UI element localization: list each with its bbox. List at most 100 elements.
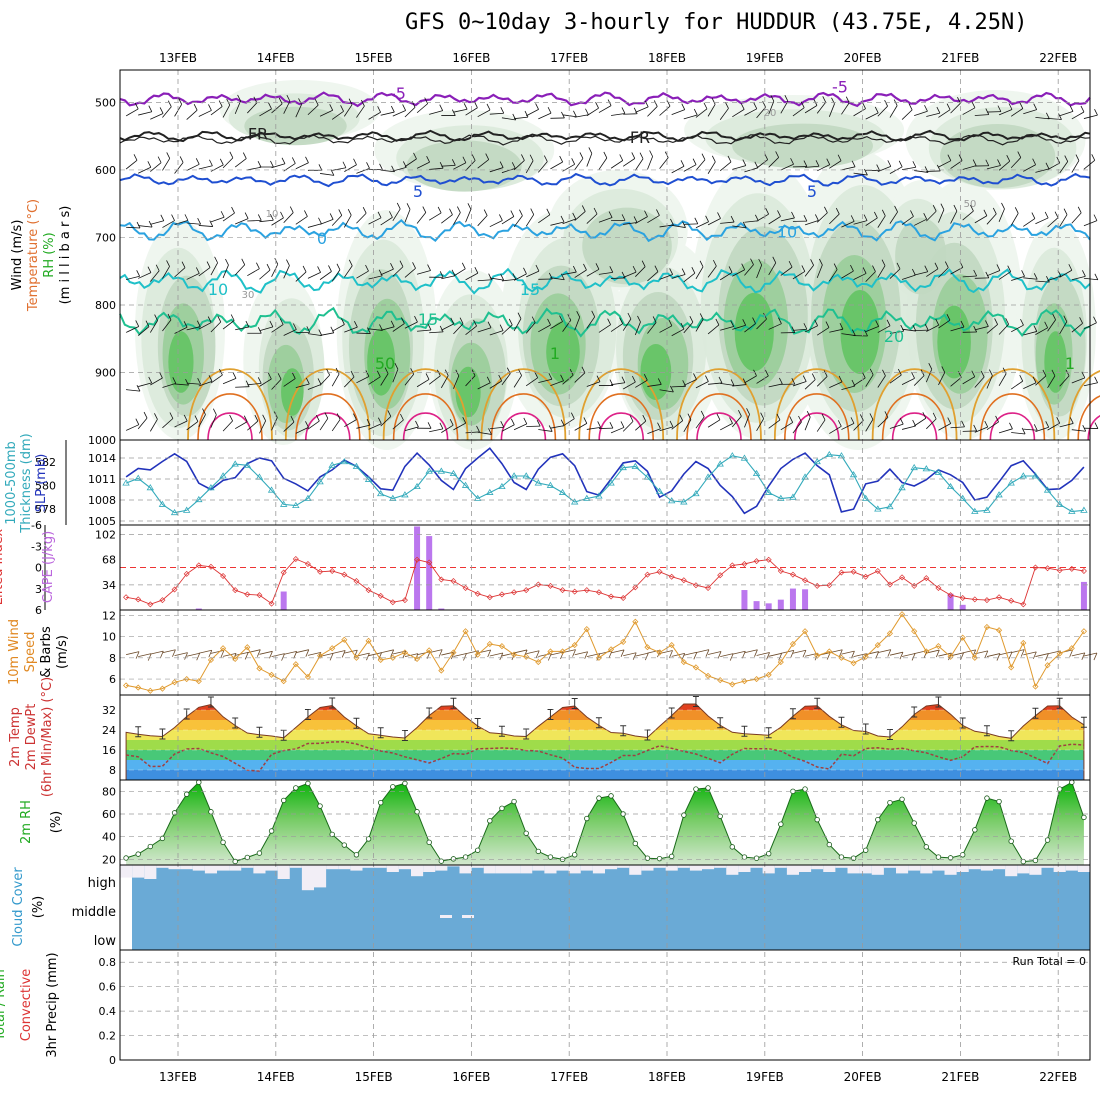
surface-wind-barb-flag — [620, 649, 625, 657]
wind-barb — [1035, 426, 1049, 433]
wind-barb — [271, 417, 278, 431]
wind-barb — [380, 111, 395, 116]
wind-barb — [695, 416, 705, 429]
wind-barb-flag — [666, 100, 671, 107]
precip-tick-label: 0.4 — [99, 1005, 117, 1018]
date-label-bottom: 20FEB — [844, 1070, 882, 1084]
high-cloud-gap — [968, 865, 981, 870]
cape-bar — [802, 589, 809, 610]
lifted-index-point — [608, 593, 615, 600]
wind-barb — [792, 381, 807, 387]
wind-barb-flag — [627, 312, 632, 320]
wind-barb — [671, 225, 686, 228]
cape-bar — [414, 526, 421, 610]
wind-barb-flag — [571, 158, 576, 165]
wind-barb — [683, 223, 698, 225]
cape-tick-label: 102 — [95, 529, 116, 542]
wind-barb-flag — [399, 260, 404, 267]
wind-barb-flag — [500, 273, 504, 281]
wind-barb — [1010, 213, 1019, 226]
thickness-point — [182, 506, 191, 513]
lifted-index-point — [511, 589, 518, 596]
wind-barb — [307, 384, 322, 390]
surface-wind-barb-flag — [487, 649, 492, 658]
surface-wind-barb — [356, 652, 370, 657]
rh-point — [1069, 779, 1075, 785]
wind-barb — [513, 318, 522, 332]
wind-barb — [210, 414, 217, 428]
wind-barb-flag — [899, 417, 904, 425]
wind-barb-flag — [291, 372, 296, 379]
surface-wind-barb-flag — [584, 651, 589, 659]
wind-barb-flag — [1032, 376, 1037, 383]
pressure-tick-label: 900 — [95, 366, 116, 379]
wind-barb-flag — [715, 318, 720, 326]
wind-barb-flag — [488, 428, 492, 435]
wind-barb-flag — [169, 412, 174, 419]
lifted-index-point — [377, 592, 384, 599]
high-cloud-gap — [908, 865, 921, 871]
wind-speed-point — [486, 640, 493, 648]
wind-barb-flag — [639, 152, 644, 159]
wind-barb — [126, 226, 141, 229]
high-cloud-gap — [847, 865, 860, 874]
contour-label: 10 — [208, 280, 228, 299]
wind-barb-flag — [572, 265, 577, 273]
wind-barb-flag — [679, 414, 684, 421]
wind-barb-flag — [136, 384, 141, 392]
wind-barb-flag — [559, 315, 563, 322]
wind-barb — [841, 221, 855, 228]
wind-barb-flag — [315, 414, 320, 422]
surface-wind-barb — [744, 649, 758, 654]
lifted-index-point — [365, 587, 372, 594]
wind-barb — [235, 386, 250, 388]
wind-barb-flag — [691, 266, 696, 274]
wind-barb — [416, 103, 428, 114]
wind-barb-flag — [814, 214, 819, 221]
wind-barb — [865, 326, 879, 333]
wind-barb-flag — [365, 370, 370, 377]
high-cloud-gap — [799, 865, 812, 872]
high-cloud-gap — [423, 865, 436, 872]
high-cloud-gap — [714, 865, 727, 868]
wind-barb — [137, 326, 150, 336]
rh-point — [426, 839, 432, 846]
rh-contour-fill — [895, 217, 947, 295]
cape-bar — [753, 601, 760, 610]
rh-point — [244, 854, 251, 861]
wind-barb — [465, 375, 476, 387]
contour-label: 15 — [418, 310, 438, 329]
wind-barb-flag — [1063, 208, 1068, 215]
wind-speed-point — [850, 660, 857, 667]
wind-barb-flag — [546, 208, 551, 216]
y-axis-label: RH (%) — [42, 232, 57, 277]
surface-wind-barb-flag — [535, 650, 540, 658]
wind-barb-flag — [193, 104, 198, 111]
wind-barb-flag — [183, 414, 188, 422]
lifted-index-point — [886, 581, 893, 588]
wind-speed-point — [159, 685, 166, 692]
pressure-tick-label: 700 — [95, 231, 116, 244]
thickness-point — [292, 501, 300, 508]
wind-barb — [331, 110, 344, 120]
wind-barb — [720, 382, 735, 386]
wind-barb-flag — [560, 215, 565, 223]
wind-barb — [392, 167, 407, 172]
wind-barb — [950, 210, 958, 224]
surface-wind-barb — [453, 653, 467, 657]
wind-barb-flag — [1001, 202, 1005, 210]
surface-wind-barb — [841, 650, 855, 655]
wind-barb — [574, 423, 588, 431]
wind-barb-flag — [336, 263, 341, 270]
lifted-index-point — [244, 591, 251, 598]
wind-barb-flag — [148, 376, 153, 384]
rh-contour-fill — [732, 123, 873, 169]
rh-point — [875, 816, 881, 823]
wind-barb — [853, 377, 866, 387]
high-cloud-gap — [1041, 865, 1054, 868]
wind-barb-flag — [414, 315, 418, 323]
lifted-index-point — [256, 592, 263, 599]
wind-barb — [550, 277, 565, 281]
wind-barb-flag — [487, 321, 492, 328]
high-cloud-gap — [689, 865, 702, 871]
